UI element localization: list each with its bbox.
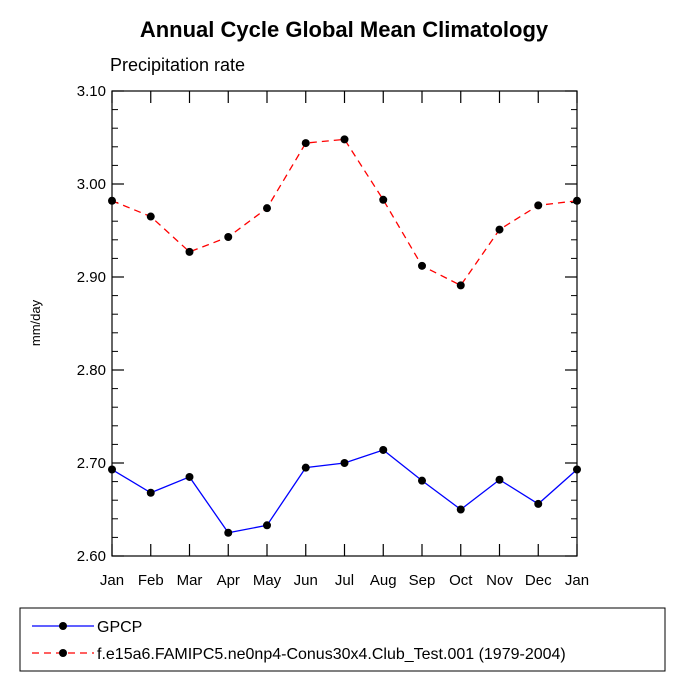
data-point-1 <box>185 247 194 256</box>
data-point-1 <box>301 139 310 148</box>
data-point-0 <box>224 528 233 537</box>
axis-ticks: 2.60 2.70 2.80 2.90 3.00 3.10 Jan Feb Mar Apr May J… <box>77 83 589 589</box>
data-point-0 <box>418 476 426 485</box>
data-point-1 <box>224 233 233 242</box>
data-point-0 <box>573 465 581 474</box>
legend: GPCP f.e15a6.FAMIPC5.ne0np4-Conus30x4.Cl… <box>19 607 666 672</box>
x-tick-label: Oct <box>449 572 473 589</box>
x-tick-label: Dec <box>525 572 552 589</box>
data-point-0 <box>185 472 194 481</box>
legend-label-gpcp: GPCP <box>97 619 142 636</box>
series-line-1 <box>111 138 578 287</box>
x-tick-label: May <box>253 572 282 589</box>
x-tick-label: Aug <box>370 572 397 589</box>
data-point-0 <box>146 488 155 497</box>
plot-frame <box>111 90 578 557</box>
data-point-1 <box>418 261 426 270</box>
x-tick-label: Mar <box>177 572 203 589</box>
legend-box <box>19 607 666 672</box>
legend-marker-gpcp <box>59 622 67 630</box>
data-point-1 <box>146 212 155 221</box>
data-point-1 <box>340 135 349 144</box>
data-point-0 <box>263 521 271 530</box>
data-point-1 <box>573 196 581 205</box>
y-tick-label: 3.00 <box>77 176 106 193</box>
x-tick-label: Jul <box>335 572 354 589</box>
data-point-0 <box>379 445 388 454</box>
chart-title: Annual Cycle Global Mean Climatology <box>140 17 549 42</box>
chart-subtitle: Precipitation rate <box>110 55 245 75</box>
data-point-1 <box>263 204 271 213</box>
y-tick-label: 2.80 <box>77 362 106 379</box>
x-tick-label: Nov <box>486 572 513 589</box>
y-tick-label: 2.90 <box>77 269 106 286</box>
data-point-1 <box>456 281 465 290</box>
x-tick-label: Feb <box>138 572 164 589</box>
data-point-1 <box>108 196 116 205</box>
y-tick-label: 3.10 <box>77 83 106 100</box>
data-point-0 <box>534 499 543 508</box>
x-tick-label: Jan <box>100 572 124 589</box>
legend-marker-model <box>59 649 67 657</box>
data-point-0 <box>340 459 349 467</box>
data-point-0 <box>495 475 504 484</box>
data-point-1 <box>495 225 504 234</box>
data-point-0 <box>456 505 465 514</box>
x-tick-label: Jun <box>294 572 318 589</box>
series-layer <box>108 135 581 537</box>
x-tick-label: Apr <box>217 572 240 589</box>
y-tick-label: 2.70 <box>77 455 106 472</box>
x-tick-label: Jan <box>565 572 589 589</box>
data-point-1 <box>379 195 388 204</box>
legend-label-model: f.e15a6.FAMIPC5.ne0np4-Conus30x4.Club_Te… <box>97 646 566 663</box>
data-point-0 <box>108 465 116 474</box>
x-tick-label: Sep <box>409 572 436 589</box>
y-axis-label: mm/day <box>28 299 43 346</box>
data-point-0 <box>301 463 310 472</box>
data-point-1 <box>534 201 543 210</box>
y-tick-label: 2.60 <box>77 548 106 565</box>
